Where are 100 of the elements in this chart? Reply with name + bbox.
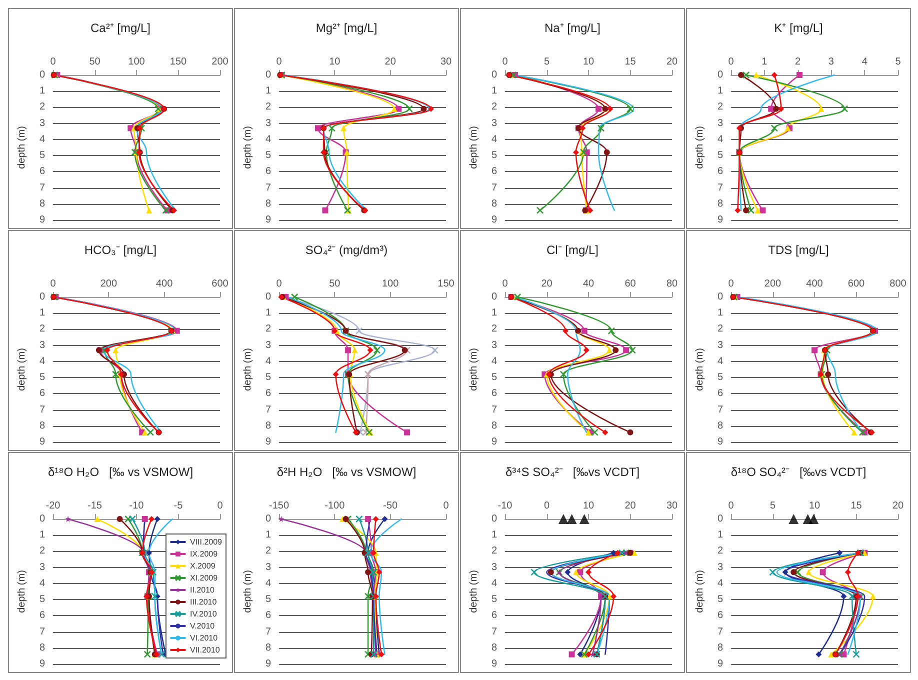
y-tick-label: 8 [265, 198, 272, 210]
y-tick-label: 5 [39, 594, 46, 606]
x-tick-label: -20 [46, 500, 61, 512]
y-tick-label: 1 [265, 530, 272, 541]
y-tick-label: 7 [717, 626, 724, 638]
y-tick-label: 9 [491, 436, 498, 448]
y-tick-label: 5 [717, 150, 724, 162]
y-tick-label: 8 [39, 420, 46, 432]
chart-title: Ca²⁺ [mg/L] [90, 21, 151, 35]
y-tick-label: 5 [265, 594, 272, 606]
y-tick-label: 4 [39, 356, 46, 367]
x-tick-label: 100 [382, 278, 400, 290]
y-tick-label: 3 [39, 118, 46, 129]
y-tick-label: 7 [717, 182, 724, 194]
y-tick-label: 6 [717, 388, 724, 400]
x-tick-label: -50 [383, 500, 398, 512]
x-tick-label: 3 [828, 56, 834, 68]
x-tick-label: 10 [582, 500, 594, 512]
y-tick-label: 9 [39, 214, 46, 226]
y-tick-label: 0 [717, 292, 724, 302]
x-tick-label: 0 [276, 278, 282, 290]
y-tick-label: 5 [39, 372, 46, 384]
y-tick-label: 4 [491, 134, 498, 145]
x-tick-label: 50 [329, 278, 341, 290]
y-tick-label: 3 [265, 340, 272, 351]
x-tick-label: 15 [624, 56, 636, 68]
chart-title: δ²H H₂O [‰ vs VSMOW] [276, 465, 416, 479]
y-tick-label: 1 [491, 86, 498, 97]
y-tick-label: 4 [717, 134, 724, 145]
y-tick-label: 2 [491, 546, 498, 557]
x-tick-label: 30 [666, 500, 678, 512]
y-tick-label: 6 [39, 388, 46, 400]
y-tick-label: 7 [39, 626, 46, 638]
x-tick-label: 0 [50, 278, 56, 290]
chart-title: δ³⁴S SO₄²⁻ [‰vs VCDT] [505, 465, 640, 479]
y-tick-label: 3 [491, 118, 498, 129]
x-tick-label: -100 [324, 500, 346, 512]
y-axis-title: depth (m) [468, 570, 480, 613]
y-tick-label: 9 [265, 214, 272, 226]
legend-label: VI.2010 [190, 634, 218, 642]
y-tick-label: 1 [717, 308, 724, 319]
x-tick-label: 5 [895, 56, 902, 68]
y-tick-label: 0 [491, 292, 498, 302]
x-tick-label: 800 [890, 278, 907, 290]
y-tick-label: 4 [265, 578, 272, 589]
y-tick-label: 0 [39, 514, 46, 524]
y-axis-title: depth (m) [694, 348, 706, 391]
x-tick-label: 0 [502, 278, 508, 290]
x-tick-label: 20 [384, 56, 396, 68]
x-tick-label: 30 [440, 56, 452, 68]
y-tick-label: 6 [491, 610, 498, 622]
y-axis-title: depth (m) [242, 570, 254, 613]
y-tick-label: 4 [717, 356, 724, 367]
y-tick-label: 7 [491, 626, 498, 638]
y-tick-label: 2 [39, 102, 46, 113]
y-tick-label: 7 [717, 404, 724, 416]
y-tick-label: 5 [491, 150, 498, 162]
y-tick-label: 2 [491, 102, 498, 113]
y-tick-label: 0 [717, 514, 724, 524]
y-tick-label: 1 [265, 86, 272, 97]
x-tick-label: 40 [582, 278, 594, 290]
y-tick-label: 3 [491, 340, 498, 351]
y-axis-title: depth (m) [242, 348, 254, 391]
legend-label: II.2010 [190, 586, 215, 594]
y-tick-label: 4 [265, 134, 272, 145]
y-tick-label: 8 [265, 420, 272, 432]
y-tick-label: 0 [39, 292, 46, 302]
y-tick-label: 5 [491, 372, 498, 384]
y-tick-label: 5 [491, 594, 498, 606]
chart-title: δ¹⁸O SO₄²⁻ [‰vs VCDT] [730, 465, 866, 479]
y-tick-label: 8 [717, 198, 724, 210]
chart-title: K⁺ [mg/L] [774, 21, 823, 35]
x-tick-label: -5 [174, 500, 184, 512]
y-tick-label: 7 [265, 626, 272, 638]
x-tick-label: 10 [329, 56, 341, 68]
x-tick-label: -150 [268, 500, 290, 512]
y-tick-label: 5 [717, 594, 724, 606]
y-tick-label: 1 [39, 530, 46, 541]
y-tick-label: 6 [265, 166, 272, 178]
y-tick-label: 3 [39, 340, 46, 351]
x-tick-label: 60 [624, 278, 636, 290]
legend-label: III.2010 [190, 598, 218, 606]
chart-title: Na⁺ [mg/L] [544, 21, 601, 35]
x-tick-label: 1 [762, 56, 768, 68]
y-tick-label: 3 [717, 118, 724, 129]
y-tick-label: 1 [717, 86, 724, 97]
y-tick-label: 9 [265, 436, 272, 448]
y-tick-label: 4 [39, 134, 46, 145]
x-tick-label: 0 [217, 500, 224, 512]
x-tick-label: 10 [808, 500, 820, 512]
y-tick-label: 1 [265, 308, 272, 319]
y-tick-label: 2 [265, 324, 272, 335]
y-tick-label: 4 [717, 578, 724, 589]
legend-label: VIII.2009 [190, 538, 223, 546]
y-tick-label: 0 [491, 514, 498, 524]
y-tick-label: 9 [717, 436, 724, 448]
x-tick-label: 20 [541, 278, 553, 290]
x-tick-label: 150 [170, 56, 188, 68]
y-tick-label: 9 [491, 658, 498, 670]
y-tick-label: 8 [39, 642, 46, 654]
